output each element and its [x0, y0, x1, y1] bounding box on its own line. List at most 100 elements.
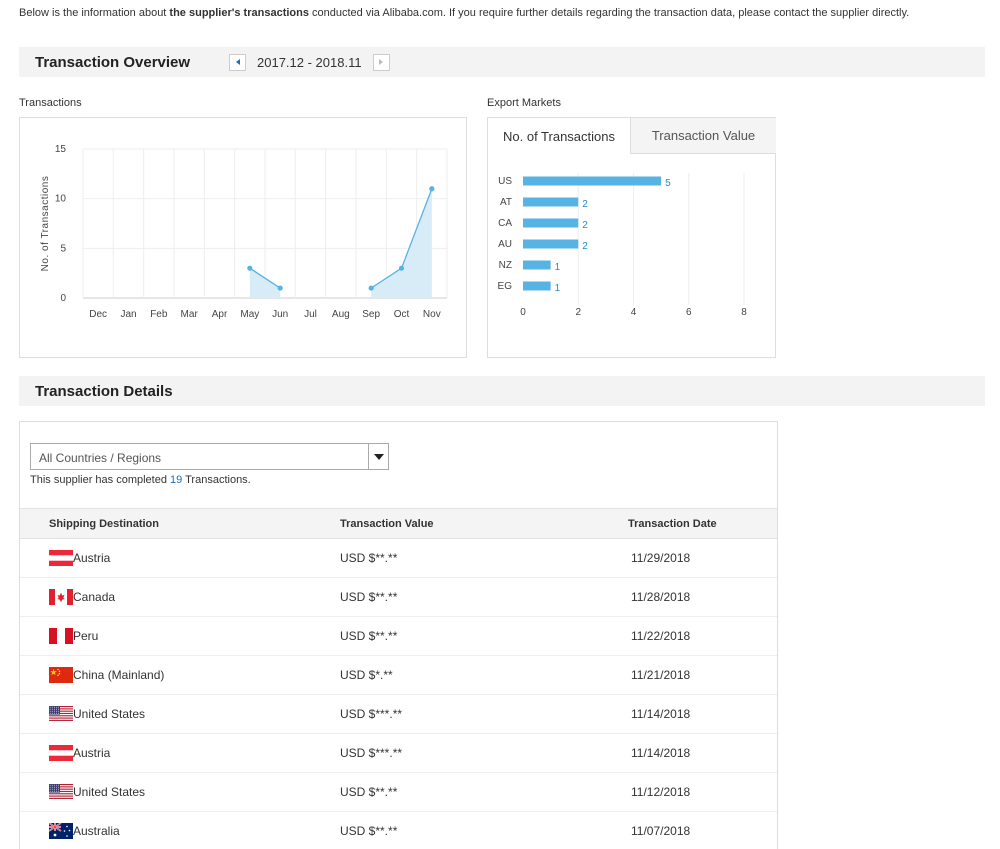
- category-label: AU: [498, 239, 512, 250]
- transaction-date-cell: 11/12/2018: [631, 785, 691, 799]
- table-row: United States USD $**.** 11/12/2018: [20, 773, 777, 812]
- bar[interactable]: [523, 260, 551, 270]
- transaction-date-cell: 11/21/2018: [631, 668, 691, 682]
- bar[interactable]: [523, 197, 579, 207]
- table-row: Austria USD $***.** 11/14/2018: [20, 734, 777, 773]
- shipping-destination-cell: United States: [73, 707, 146, 721]
- transaction-date-cell: 11/07/2018: [631, 824, 691, 838]
- x-tick-label: Jan: [120, 309, 136, 320]
- col-transaction-value: Transaction Value: [340, 518, 434, 530]
- transaction-value-cell: USD $**.**: [340, 824, 398, 838]
- transaction-value-cell: USD $*.**: [340, 668, 393, 682]
- transactions-line-chart: 0 5 10 15 Dec Jan Feb Mar Apr May Jun Jul Aug Sep Oct N…: [40, 144, 448, 320]
- transaction-date-cell: 11/14/2018: [631, 746, 691, 760]
- country-region-select[interactable]: All Countries / Regions: [30, 443, 389, 470]
- transaction-date-cell: 11/22/2018: [631, 629, 691, 643]
- table-header: Shipping Destination Transaction Value T…: [20, 508, 777, 539]
- x-tick-label: Apr: [212, 309, 228, 320]
- area-fill: [371, 188, 432, 298]
- table-row: United States USD $***.** 11/14/2018: [20, 695, 777, 734]
- shipping-destination-cell: Austria: [73, 551, 111, 565]
- col-shipping-destination: Shipping Destination: [49, 518, 159, 530]
- transactions-chart-panel: 0 5 10 15 Dec Jan Feb Mar Apr May Jun Jul Aug Sep Oct N…: [19, 117, 467, 358]
- austria-flag-icon: [49, 550, 73, 566]
- details-title: Transaction Details: [35, 383, 173, 400]
- category-label: CA: [498, 218, 512, 229]
- bar[interactable]: [523, 218, 579, 228]
- export-markets-bar-chart: US 5 AT 2 CA 2 AU 2 NZ 1 EG 1 0 2 4 6 8: [498, 173, 747, 318]
- bar-value-label: 2: [582, 220, 588, 231]
- series-line: [249, 267, 281, 289]
- x-tick-label: Nov: [423, 309, 441, 320]
- table-row: Peru USD $**.** 11/22/2018: [20, 617, 777, 656]
- intro-text: Below is the information about the suppl…: [19, 7, 910, 19]
- category-label: NZ: [499, 260, 512, 271]
- transaction-value-cell: USD $**.**: [340, 551, 398, 565]
- table-row: Australia USD $**.** 11/07/2018: [20, 812, 777, 849]
- bar-value-label: 1: [555, 262, 561, 273]
- shipping-destination-cell: Australia: [73, 824, 120, 838]
- x-tick-label: Sep: [362, 309, 380, 320]
- caret-down-icon: [373, 453, 384, 460]
- x-tick-label: Oct: [394, 309, 410, 320]
- transaction-value-cell: USD $***.**: [340, 707, 403, 721]
- bar[interactable]: [523, 239, 579, 249]
- transactions-chart-label: Transactions: [19, 97, 82, 109]
- shipping-destination-cell: Peru: [73, 629, 99, 643]
- bar-value-label: 2: [582, 241, 588, 252]
- bar[interactable]: [523, 281, 551, 291]
- transaction-date-cell: 11/14/2018: [631, 707, 691, 721]
- x-tick-label: 2: [575, 307, 581, 318]
- bar[interactable]: [523, 176, 662, 186]
- data-point[interactable]: [368, 285, 374, 291]
- export-markets-panel: No. of Transactions Transaction Value US…: [487, 117, 776, 358]
- shipping-destination-cell: Canada: [73, 590, 116, 604]
- tab-no-of-transactions[interactable]: No. of Transactions: [488, 118, 631, 154]
- transaction-value-cell: USD $**.**: [340, 629, 398, 643]
- transaction-value-cell: USD $**.**: [340, 590, 398, 604]
- export-markets-label: Export Markets: [487, 97, 561, 109]
- usa-flag-icon: [49, 706, 73, 722]
- transaction-date-cell: 11/28/2018: [631, 590, 691, 604]
- x-tick-label: Dec: [89, 309, 107, 320]
- x-tick-label: 8: [741, 307, 747, 318]
- table-row: Austria USD $**.** 11/29/2018: [20, 539, 777, 578]
- x-tick-label: Aug: [332, 309, 350, 320]
- data-point[interactable]: [247, 265, 253, 271]
- area-fill: [249, 268, 281, 298]
- col-transaction-date: Transaction Date: [628, 518, 717, 530]
- austria-flag-icon: [49, 745, 73, 761]
- table-row: China (Mainland) USD $*.** 11/21/2018: [20, 656, 777, 695]
- china-flag-icon: [49, 667, 73, 683]
- category-label: EG: [498, 281, 513, 292]
- usa-flag-icon: [49, 784, 73, 800]
- data-point[interactable]: [277, 285, 283, 291]
- y-tick-label: 15: [55, 144, 67, 155]
- x-tick-label: 0: [520, 307, 526, 318]
- y-axis-label: No. of Transactions: [40, 176, 51, 272]
- tab-transaction-value[interactable]: Transaction Value: [631, 118, 776, 154]
- prev-period-button[interactable]: [229, 53, 246, 71]
- chevron-left-icon: [235, 59, 240, 65]
- y-tick-label: 5: [60, 243, 66, 254]
- y-tick-label: 10: [55, 194, 67, 205]
- select-dropdown-button[interactable]: [368, 444, 388, 469]
- completed-count-text: This supplier has completed 19 Transacti…: [30, 474, 251, 486]
- y-tick-label: 0: [60, 293, 66, 304]
- period-selector: 2017.12 - 2018.11: [229, 52, 390, 72]
- country-region-select-value: All Countries / Regions: [39, 451, 162, 465]
- data-point[interactable]: [429, 186, 435, 192]
- transaction-value-cell: USD $***.**: [340, 746, 403, 760]
- transaction-date-cell: 11/29/2018: [631, 551, 691, 565]
- peru-flag-icon: [49, 628, 73, 644]
- bar-value-label: 1: [555, 283, 561, 294]
- next-period-button[interactable]: [372, 53, 390, 71]
- category-label: US: [498, 176, 512, 187]
- category-label: AT: [500, 197, 512, 208]
- x-tick-label: 6: [686, 307, 692, 318]
- overview-header: Transaction Overview 2017.12 - 2018.11: [19, 47, 985, 77]
- data-point[interactable]: [398, 265, 405, 271]
- details-header: Transaction Details: [19, 376, 985, 406]
- australia-flag-icon: [49, 823, 73, 839]
- shipping-destination-cell: China (Mainland): [73, 668, 165, 682]
